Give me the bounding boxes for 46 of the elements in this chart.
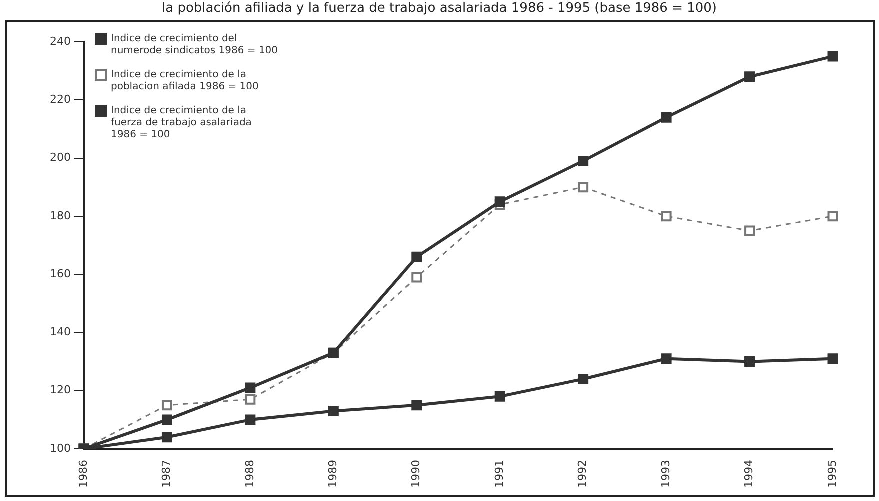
point <box>412 400 422 411</box>
x-tick-label: 1992 <box>576 460 590 488</box>
point <box>744 356 756 368</box>
point <box>744 226 756 236</box>
point <box>828 51 838 62</box>
point <box>828 354 838 364</box>
point <box>412 272 422 283</box>
point <box>744 72 756 82</box>
point <box>661 211 672 222</box>
x-tick-label: 1989 <box>326 460 340 488</box>
y-tick-label: 220 <box>50 93 71 106</box>
y-tick-label: 200 <box>50 151 71 164</box>
y-tick-label: 240 <box>50 34 71 48</box>
x-tick-label: 1987 <box>160 460 174 488</box>
point <box>578 182 589 193</box>
point <box>494 196 506 208</box>
point <box>245 394 256 405</box>
x-tick-label: 1994 <box>742 460 756 488</box>
point <box>578 156 589 166</box>
point <box>162 400 172 411</box>
y-tick-label: 100 <box>50 442 71 455</box>
point <box>578 374 589 384</box>
point <box>661 112 672 123</box>
point <box>412 252 422 262</box>
point <box>162 432 172 443</box>
legend-label: Indice de crecimiento de la poblacion afilada 1986 = 100 <box>110 70 259 93</box>
x-tick-label: 1993 <box>659 460 672 488</box>
point <box>494 391 506 402</box>
x-tick-label: 1986 <box>76 460 90 488</box>
legend-label: Indice de crecimiento de la fuerza de trabajo asalariada 1986 = 100 <box>110 106 252 141</box>
x-tick-label: 1991 <box>492 460 506 488</box>
point <box>328 406 339 416</box>
point <box>245 414 256 426</box>
x-tick-label: 1990 <box>410 460 423 488</box>
x-tick-label: 1988 <box>243 460 256 488</box>
point <box>828 211 838 222</box>
x-tick-label: 1995 <box>826 460 839 488</box>
point <box>661 354 672 364</box>
y-tick-label: 180 <box>50 209 71 222</box>
y-tick-label: 120 <box>50 384 71 397</box>
legend-label: Indice de crecimiento del numerode sindicatos 1986 = 100 <box>110 34 278 57</box>
chart-title: la población afiliada y la fuerza de trabajo asalariada 1986 - 1995 (base 1986 = 100) <box>161 1 718 16</box>
point <box>245 382 256 394</box>
point <box>162 414 172 426</box>
y-tick-label: 140 <box>50 326 71 339</box>
y-tick-label: 160 <box>50 267 71 280</box>
